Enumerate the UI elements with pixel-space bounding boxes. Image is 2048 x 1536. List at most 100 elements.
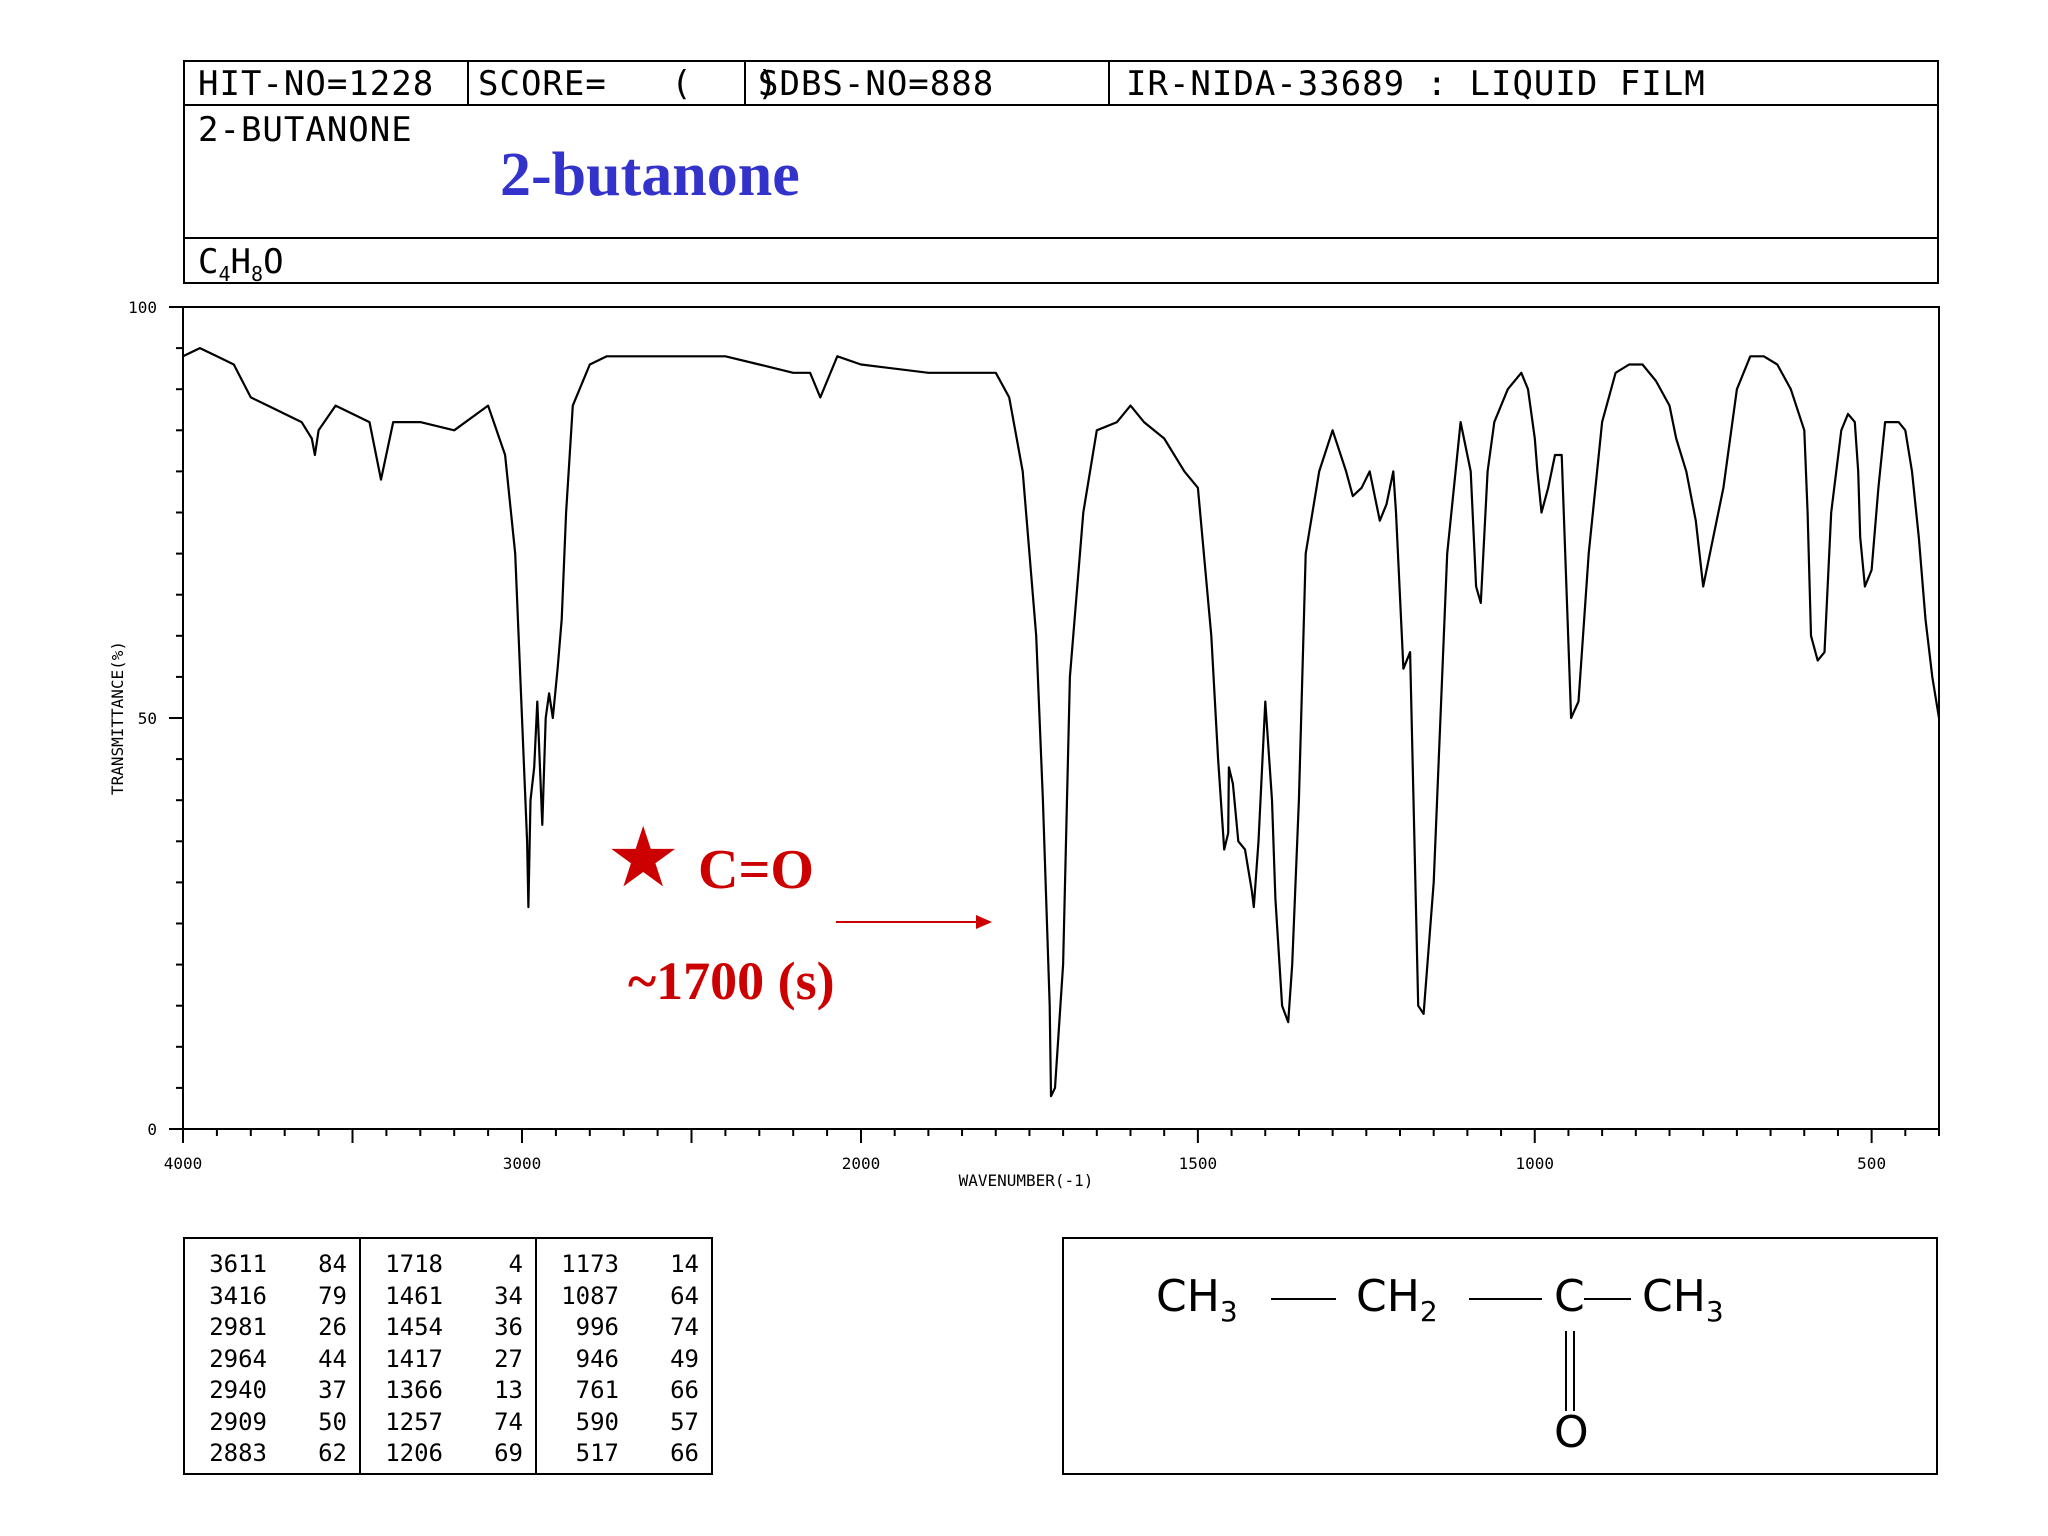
structure-carbonyl-carbon: C <box>1554 1271 1585 1322</box>
peak-wavenumber: 761 <box>575 1376 619 1404</box>
peak-intensity: 37 <box>318 1376 347 1404</box>
peak-row: 2964 44 <box>197 1344 347 1376</box>
peak-row: 1454 36 <box>373 1312 523 1344</box>
header-sep-3 <box>1108 60 1110 105</box>
peak-wavenumber: 1206 <box>385 1439 443 1467</box>
peak-wavenumber: 517 <box>575 1439 619 1467</box>
header-sep-1 <box>467 60 469 105</box>
structure-oxygen: O <box>1554 1407 1589 1458</box>
peak-column: 1173 14 1087 64 996 74 946 49 761 66 590 57 517 66 <box>537 1239 711 1473</box>
peak-intensity: 4 <box>508 1250 523 1278</box>
peak-intensity: 57 <box>670 1407 699 1436</box>
sdbs-number: SDBS-NO=888 <box>758 64 995 104</box>
peak-intensity: 44 <box>318 1344 347 1373</box>
peak-row: 946 49 <box>549 1344 699 1376</box>
peak-row: 2909 50 <box>197 1407 347 1439</box>
peak-intensity: 62 <box>318 1439 347 1467</box>
peak-intensity: 27 <box>494 1344 523 1373</box>
molecular-formula: C4H8O <box>198 242 284 286</box>
peak-row: 2981 26 <box>197 1312 347 1344</box>
peak-intensity: 36 <box>494 1313 523 1341</box>
y-tick-label: 100 <box>128 298 157 317</box>
star-icon: ★ <box>610 818 677 900</box>
peak-intensity: 49 <box>670 1344 699 1373</box>
peak-intensity: 84 <box>318 1250 347 1278</box>
y-tick-label: 50 <box>138 709 157 728</box>
peak-intensity: 66 <box>670 1439 699 1467</box>
structure-ch2: CH2 <box>1356 1271 1438 1328</box>
peak-row: 1417 27 <box>373 1344 523 1376</box>
axis-ticks <box>169 306 1940 1143</box>
peak-row: 761 66 <box>549 1375 699 1407</box>
peak-row: 1257 74 <box>373 1407 523 1439</box>
x-tick-label: 1500 <box>1179 1154 1218 1173</box>
peak-intensity: 74 <box>670 1313 699 1341</box>
header-divider-2 <box>183 237 1939 239</box>
peak-intensity: 13 <box>494 1376 523 1404</box>
annotation-label: C=O <box>698 839 814 901</box>
peak-row: 1461 34 <box>373 1281 523 1313</box>
peak-table: 3611 84 3416 79 2981 26 2964 44 2940 37 2909 50 2883… <box>183 1237 713 1475</box>
peak-intensity: 74 <box>494 1407 523 1436</box>
peak-row: 1173 14 <box>549 1249 699 1281</box>
peak-row: 1206 69 <box>373 1438 523 1470</box>
x-tick-label: 1000 <box>1515 1154 1554 1173</box>
peak-row: 590 57 <box>549 1407 699 1439</box>
peak-row: 1366 13 <box>373 1375 523 1407</box>
peak-row: 2883 62 <box>197 1438 347 1470</box>
spectrum-series-line <box>182 347 1941 1098</box>
hit-number: HIT-NO=1228 <box>198 64 435 104</box>
x-tick-label: 2000 <box>842 1154 881 1173</box>
peak-wavenumber: 946 <box>575 1344 619 1373</box>
peak-wavenumber: 3416 <box>209 1281 267 1310</box>
x-axis-label: WAVENUMBER(-1) <box>959 1171 1094 1190</box>
peak-intensity: 64 <box>670 1281 699 1310</box>
structure-ch3-right: CH3 <box>1642 1271 1724 1328</box>
peak-intensity: 34 <box>494 1281 523 1310</box>
peak-row: 2940 37 <box>197 1375 347 1407</box>
peak-wavenumber: 1718 <box>385 1250 443 1278</box>
header-sep-2 <box>744 60 746 105</box>
annotation-value: ~1700 (s) <box>628 951 835 1011</box>
x-tick-label: 3000 <box>503 1154 542 1173</box>
compound-name: 2-BUTANONE <box>198 110 413 150</box>
peak-wavenumber: 2909 <box>209 1407 267 1436</box>
peak-row: 1087 64 <box>549 1281 699 1313</box>
peak-wavenumber: 1257 <box>385 1407 443 1436</box>
peak-wavenumber: 1417 <box>385 1344 443 1373</box>
structure-ch3-left: CH3 <box>1156 1271 1238 1328</box>
peak-wavenumber: 3611 <box>209 1250 267 1278</box>
y-tick-label: 0 <box>147 1120 157 1139</box>
peak-row: 517 66 <box>549 1438 699 1470</box>
peak-intensity: 66 <box>670 1376 699 1404</box>
peak-intensity: 26 <box>318 1313 347 1341</box>
peak-wavenumber: 2964 <box>209 1344 267 1373</box>
peak-wavenumber: 1087 <box>561 1281 619 1310</box>
peak-row: 3611 84 <box>197 1249 347 1281</box>
peak-wavenumber: 1173 <box>561 1250 619 1278</box>
peak-wavenumber: 996 <box>575 1313 619 1341</box>
peak-row: 3416 79 <box>197 1281 347 1313</box>
peak-wavenumber: 2883 <box>209 1439 267 1467</box>
peak-row: 996 74 <box>549 1312 699 1344</box>
structure-bonds <box>1271 1298 1631 1411</box>
peak-column: 1718 4 1461 34 1454 36 1417 27 1366 13 1257 74 1206 6… <box>361 1239 537 1473</box>
peak-wavenumber: 1454 <box>385 1313 443 1341</box>
compound-display-title: 2-butanone <box>500 141 800 209</box>
header-divider-1 <box>183 104 1939 106</box>
peak-wavenumber: 1461 <box>385 1281 443 1310</box>
peak-wavenumber: 590 <box>575 1407 619 1436</box>
peak-intensity: 14 <box>670 1250 699 1278</box>
peak-row: 1718 4 <box>373 1249 523 1281</box>
peak-intensity: 79 <box>318 1281 347 1310</box>
annotation-arrow-head <box>976 915 992 929</box>
x-tick-label: 4000 <box>164 1154 203 1173</box>
axis-tick-labels: 4000 3000 2000 1500 1000 500 0 50 100 <box>128 298 1886 1173</box>
x-tick-label: 500 <box>1857 1154 1886 1173</box>
peak-wavenumber: 2981 <box>209 1313 267 1341</box>
peak-intensity: 69 <box>494 1439 523 1467</box>
score: SCORE= ( ) <box>478 64 779 104</box>
ir-identifier: IR-NIDA-33689 : LIQUID FILM <box>1126 64 1706 104</box>
peak-intensity: 50 <box>318 1407 347 1436</box>
